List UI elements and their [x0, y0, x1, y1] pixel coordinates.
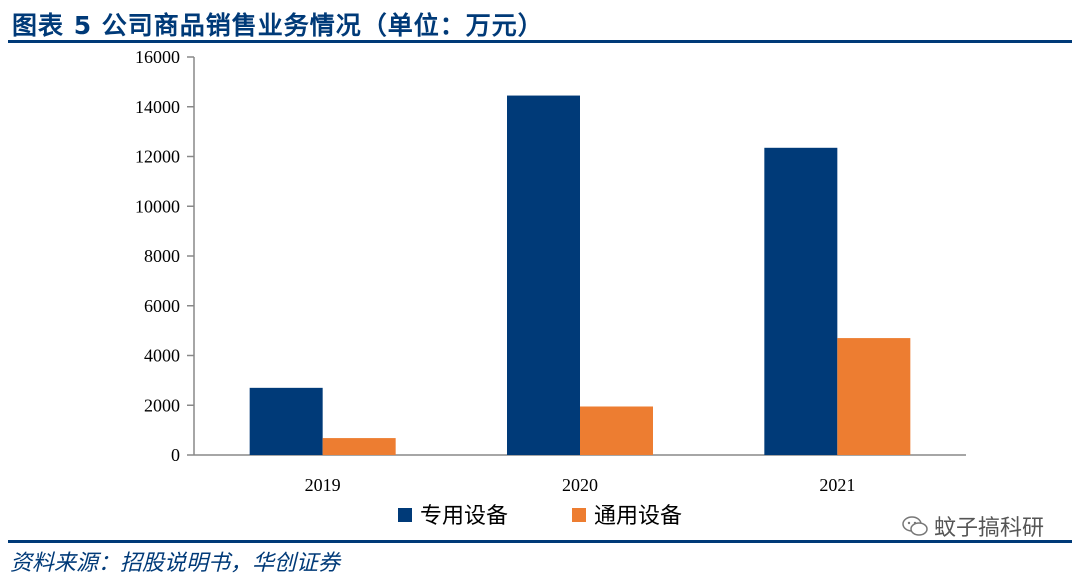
bar-general-equipment-2021 — [837, 338, 911, 455]
y-tick-label: 0 — [171, 445, 180, 465]
legend: 专用设备 通用设备 — [398, 504, 682, 529]
bar-special-equipment-2021 — [764, 147, 838, 455]
bar-special-equipment-2019 — [249, 387, 323, 455]
figure-title: 图表 5 公司商品销售业务情况（单位：万元） — [12, 11, 544, 40]
footer-divider — [8, 540, 1072, 543]
y-axis: 0 2000 4000 6000 8000 10000 12000 14000 16000 — [135, 47, 195, 465]
y-tick-label: 16000 — [135, 47, 180, 67]
y-tick-label: 14000 — [135, 97, 180, 117]
bar-chart: 0 2000 4000 6000 8000 10000 12000 14000 16000 20… — [135, 47, 966, 529]
bar-general-equipment-2020 — [580, 406, 653, 455]
y-tick-label: 12000 — [135, 147, 180, 167]
y-tick-label: 10000 — [135, 196, 180, 216]
bar-special-equipment-2020 — [507, 95, 580, 456]
legend-swatch-special-equipment — [398, 508, 412, 522]
y-tick-label: 6000 — [144, 296, 180, 316]
watermark: 蚊子搞科研 — [902, 510, 1044, 542]
x-tick-label: 2020 — [562, 475, 598, 495]
bar-general-equipment-2019 — [322, 438, 396, 455]
watermark-text: 蚊子搞科研 — [933, 516, 1044, 541]
source-note: 资料来源：招股说明书，华创证券 — [10, 551, 341, 576]
y-tick-label: 8000 — [144, 246, 180, 266]
x-tick-label: 2021 — [819, 475, 855, 495]
bars — [249, 95, 911, 456]
legend-label-general-equipment: 通用设备 — [594, 504, 682, 529]
x-tick-label: 2019 — [305, 475, 341, 495]
figure-header: 图表 5 公司商品销售业务情况（单位：万元） — [8, 4, 1072, 40]
y-tick-label: 2000 — [144, 395, 180, 415]
legend-swatch-general-equipment — [572, 508, 586, 522]
x-axis: 2019 2020 2021 — [194, 454, 966, 495]
title-divider — [8, 40, 1072, 43]
wechat-icon — [902, 516, 928, 536]
legend-label-special-equipment: 专用设备 — [420, 504, 508, 529]
y-tick-label: 4000 — [144, 346, 180, 366]
